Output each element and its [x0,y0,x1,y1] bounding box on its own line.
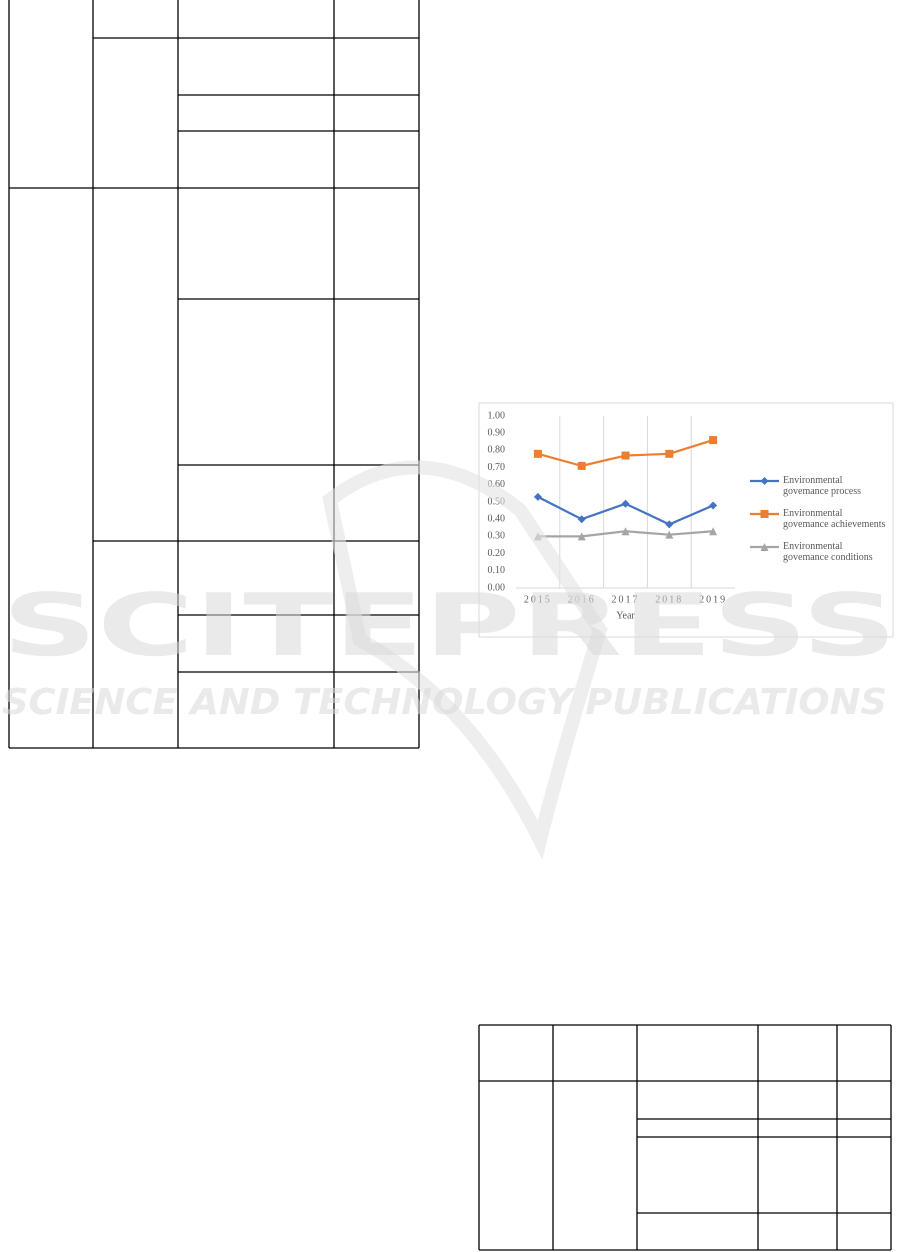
marker [621,451,630,460]
legend-label: Environmental govemance conditions [783,541,873,563]
watermark-title: SCITEPRESS [2,576,897,676]
marker [577,461,586,470]
watermark-logo [322,460,608,861]
marker [533,449,542,458]
legend-marker [760,510,769,518]
legend-entry: Environmental govemance process [783,475,862,497]
marker [577,532,586,541]
x-axis-title: Year [616,610,635,621]
marker [709,501,718,510]
marker [621,499,630,508]
marker [621,527,630,536]
legend-label: Environmental govemance process [783,475,862,497]
x-tick-label: 2015 [524,594,552,605]
legend-marker [760,477,769,485]
x-tick-label: 2018 [655,594,683,605]
legend-label: Environmental govemance achievements [783,508,886,530]
marker [533,492,542,501]
y-tick-label: 0.10 [488,565,506,576]
legend-entry: Environmental govemance conditions [783,541,873,563]
y-tick-label: 0.00 [488,582,506,593]
watermark-subtitle: SCIENCE AND TECHNOLOGY PUBLICATIONS [2,682,887,723]
y-tick-label: 0.50 [488,496,506,507]
left-table [8,0,420,749]
legend-entry: Environmental govemance achievements [783,508,886,530]
y-tick-label: 0.70 [488,462,506,473]
chart: 0.00 0.10 0.20 0.30 0.40 0.50 0.60 0.70 0.80 0.90… [488,410,886,621]
legend-marker [760,543,769,551]
marker [665,520,674,529]
x-tick-label: 2017 [612,594,640,605]
marker [665,530,674,539]
right-table [478,1024,892,1251]
y-tick-label: 0.20 [488,548,506,559]
y-tick-label: 0.60 [488,479,506,490]
y-tick-label: 0.40 [488,513,506,524]
y-tick-label: 0.30 [488,531,506,542]
marker [577,515,586,524]
marker [709,527,718,536]
x-tick-label: 2019 [699,594,727,605]
chart-frame [478,402,894,638]
y-tick-label: 1.00 [488,410,506,421]
marker [665,449,674,458]
y-tick-label: 0.90 [488,427,506,438]
marker [709,436,718,445]
y-tick-label: 0.80 [488,445,506,456]
